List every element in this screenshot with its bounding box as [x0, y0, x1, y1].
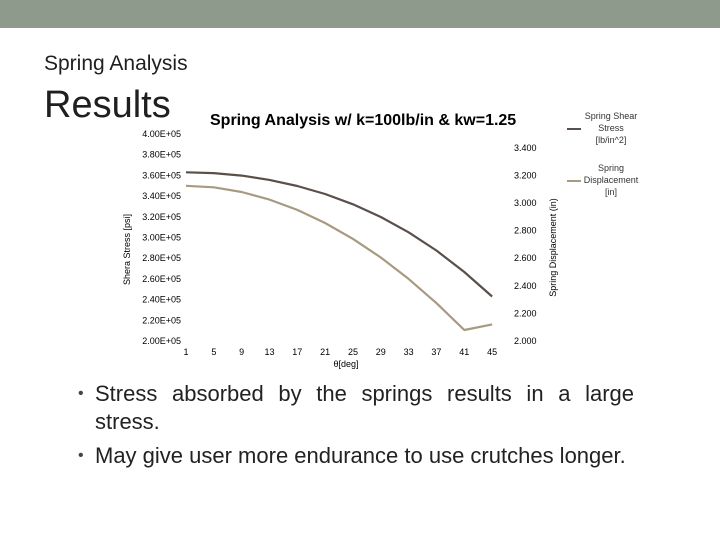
series-line-stress	[185, 171, 493, 298]
x-tick-label: 9	[239, 347, 244, 357]
y-left-axis-label: Shera Stress [psi]	[122, 214, 132, 285]
x-tick-label: 21	[320, 347, 330, 357]
legend-item-stress: Spring Shear Stress [lb/in^2]	[567, 110, 639, 146]
slide-title: Results	[44, 84, 171, 126]
y-left-tick-label: 2.60E+05	[142, 274, 181, 284]
y-left-tick-label: 3.00E+05	[142, 233, 181, 243]
x-tick-label: 1	[183, 347, 188, 357]
y-left-tick-label: 2.20E+05	[142, 315, 181, 325]
y-left-tick-label: 2.40E+05	[142, 295, 181, 305]
x-tick-label: 33	[404, 347, 414, 357]
y-left-tick-label: 3.60E+05	[142, 170, 181, 180]
x-tick-label: 13	[264, 347, 274, 357]
x-tick-label: 17	[292, 347, 302, 357]
chart-legend: Spring Shear Stress [lb/in^2] Spring Dis…	[567, 110, 639, 214]
y-right-tick-label: 2.000	[514, 336, 537, 346]
legend-label-stress: Spring Shear Stress [lb/in^2]	[584, 111, 638, 145]
x-tick-label: 5	[211, 347, 216, 357]
chart-title: Spring Analysis w/ k=100lb/in & kw=1.25	[210, 112, 517, 129]
legend-swatch-displacement	[567, 180, 581, 182]
top-band	[0, 0, 720, 28]
y-left-tick-label: 3.40E+05	[142, 191, 181, 201]
legend-swatch-stress	[567, 128, 581, 130]
x-axis-label: θ[deg]	[333, 359, 358, 369]
y-right-tick-label: 3.400	[514, 143, 537, 153]
series-line-displacement	[185, 184, 493, 332]
y-left-tick-label: 3.80E+05	[142, 150, 181, 160]
y-right-tick-label: 2.200	[514, 308, 537, 318]
bullet-item: May give user more endurance to use crut…	[78, 442, 634, 470]
y-right-tick-label: 2.600	[514, 253, 537, 263]
y-left-tick-label: 2.00E+05	[142, 336, 181, 346]
y-right-axis-label: Spring Displacement (in)	[548, 198, 558, 297]
y-right-tick-label: 3.200	[514, 170, 537, 180]
x-tick-label: 37	[431, 347, 441, 357]
x-tick-label: 25	[348, 347, 358, 357]
y-left-tick-label: 4.00E+05	[142, 129, 181, 139]
y-right-tick-label: 2.400	[514, 281, 537, 291]
bullet-item: Stress absorbed by the springs results i…	[78, 380, 634, 436]
slide-subtitle: Spring Analysis	[44, 52, 188, 75]
y-right-tick-label: 3.000	[514, 198, 537, 208]
y-left-tick-label: 2.80E+05	[142, 253, 181, 263]
bullet-list: Stress absorbed by the springs results i…	[78, 380, 634, 476]
legend-label-displacement: Spring Displacement [in]	[583, 163, 639, 197]
y-right-tick-label: 2.800	[514, 226, 537, 236]
x-tick-label: 29	[376, 347, 386, 357]
legend-item-displacement: Spring Displacement [in]	[567, 162, 639, 198]
x-tick-label: 41	[459, 347, 469, 357]
y-left-tick-label: 3.20E+05	[142, 212, 181, 222]
x-tick-label: 45	[487, 347, 497, 357]
